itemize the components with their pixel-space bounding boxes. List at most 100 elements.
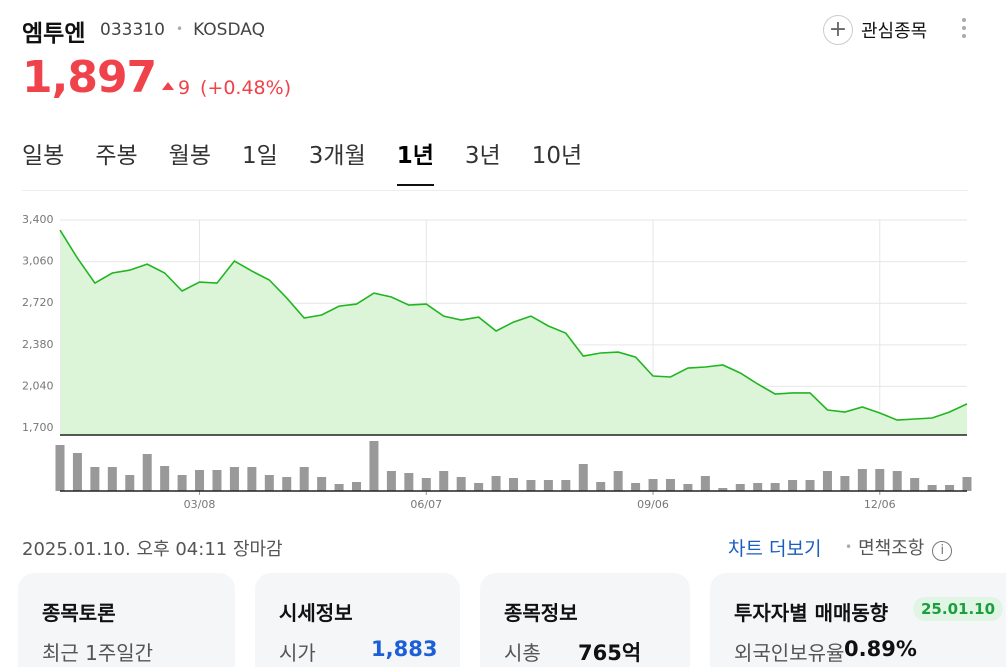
volume-bar bbox=[352, 482, 362, 491]
card-value: 1,883 bbox=[371, 637, 438, 661]
volume-bar bbox=[665, 479, 675, 491]
volume-bar bbox=[334, 484, 344, 491]
stock-name: 엠투엔 bbox=[22, 21, 86, 47]
volume-bar bbox=[788, 480, 798, 491]
change-pct: (+0.48%) bbox=[200, 77, 292, 99]
card-title: 시세정보 bbox=[279, 601, 353, 625]
volume-bar bbox=[491, 476, 501, 491]
volume-bar bbox=[195, 470, 205, 491]
volume-bar bbox=[526, 480, 536, 491]
market: KOSDAQ bbox=[186, 20, 265, 40]
period-tab[interactable]: 월봉 bbox=[168, 143, 211, 169]
volume-bar bbox=[264, 475, 274, 491]
card-label: 시가 bbox=[279, 641, 316, 665]
x-tick-label: 09/06 bbox=[637, 498, 669, 511]
volume-bar bbox=[90, 467, 100, 491]
volume-bar bbox=[892, 471, 902, 491]
volume-bar bbox=[229, 467, 239, 491]
volume-bar bbox=[212, 470, 222, 491]
volume-bar bbox=[299, 467, 309, 491]
volume-bar bbox=[805, 480, 815, 491]
volume-bar bbox=[613, 471, 623, 491]
x-tick-label: 03/08 bbox=[184, 498, 216, 511]
volume-bar bbox=[404, 473, 414, 491]
card-label: 최근 1주일간 bbox=[42, 641, 154, 665]
volume-bar bbox=[160, 466, 170, 491]
card-value: 765억 bbox=[578, 641, 642, 665]
volume-bar bbox=[648, 479, 658, 491]
volume-bar bbox=[107, 467, 117, 491]
x-tick-label: 12/06 bbox=[864, 498, 896, 511]
disclaimer-link[interactable]: 면책조항 bbox=[845, 534, 952, 561]
card-badge: 25.01.10 bbox=[913, 597, 1004, 621]
stock-code: 033310 bbox=[100, 20, 165, 40]
volume-bar bbox=[927, 485, 937, 491]
divider bbox=[22, 190, 968, 191]
info-card[interactable]: 투자자별 매매동향 25.01.10 외국인보유율 0.89% bbox=[710, 573, 1006, 667]
menu-button[interactable] bbox=[962, 18, 968, 42]
y-tick-label: 3,400 bbox=[22, 213, 54, 226]
card-value: 0.89% bbox=[844, 637, 917, 661]
change: 9 bbox=[162, 77, 190, 99]
volume-bar bbox=[474, 483, 484, 491]
volume-bar bbox=[753, 483, 763, 491]
y-tick-label: 2,720 bbox=[22, 296, 54, 309]
card-title: 투자자별 매매동향 bbox=[734, 601, 889, 625]
volume-bar bbox=[770, 483, 780, 491]
watch-button[interactable]: + 관심종목 bbox=[823, 15, 927, 45]
volume-bar bbox=[857, 469, 867, 491]
card-title: 종목토론 bbox=[42, 601, 116, 625]
volume-bar bbox=[317, 477, 327, 491]
y-tick-label: 3,060 bbox=[22, 255, 54, 268]
price-line bbox=[59, 229, 968, 421]
volume-bar bbox=[509, 478, 518, 491]
volume-bar bbox=[439, 471, 449, 491]
card-label: 시총 bbox=[504, 641, 541, 665]
volume-bar bbox=[386, 471, 396, 491]
volume-bar bbox=[142, 454, 152, 491]
y-tick-label: 1,700 bbox=[22, 421, 54, 434]
card-label: 외국인보유율 bbox=[734, 641, 845, 665]
volume-bar bbox=[822, 471, 832, 491]
period-tab[interactable]: 일봉 bbox=[22, 143, 65, 169]
period-tab[interactable]: 1일 bbox=[241, 143, 278, 169]
watch-label: 관심종목 bbox=[861, 21, 928, 42]
chart: 1,700 2,040 2,380 2,720 3,060 3,400 03/08 06/07… bbox=[22, 213, 972, 511]
volume-bar bbox=[282, 477, 292, 491]
volume-bar bbox=[683, 484, 693, 491]
card-title: 종목정보 bbox=[504, 601, 578, 625]
price: 1,897 bbox=[22, 52, 157, 103]
volume-bar bbox=[578, 464, 588, 491]
timestamp: 2025.01.10. 오후 04:11 장마감 bbox=[22, 539, 283, 560]
plus-icon: + bbox=[823, 15, 853, 45]
volume-bar bbox=[700, 476, 710, 491]
period-tab[interactable]: 1년 bbox=[396, 136, 435, 186]
volume-bar bbox=[543, 480, 553, 491]
period-tab[interactable]: 10년 bbox=[531, 143, 583, 169]
volume-bar bbox=[875, 469, 885, 491]
volume-bar bbox=[456, 477, 466, 491]
volume-bar bbox=[55, 445, 65, 491]
period-tab[interactable]: 3년 bbox=[464, 143, 501, 169]
volume-bar bbox=[718, 488, 728, 491]
volume-bar bbox=[561, 480, 571, 491]
volume-bar bbox=[247, 467, 257, 491]
volume-bar bbox=[945, 485, 955, 491]
volume-bar bbox=[369, 441, 379, 491]
y-tick-label: 2,380 bbox=[22, 338, 54, 351]
volume-bar bbox=[840, 476, 850, 491]
volume-bar bbox=[910, 478, 920, 491]
volume-bar bbox=[631, 483, 641, 491]
volume-bar bbox=[421, 478, 431, 491]
more-chart-link[interactable]: 차트 더보기 bbox=[728, 538, 822, 560]
volume-bar bbox=[72, 453, 82, 491]
volume-bar bbox=[177, 475, 187, 491]
period-tab[interactable]: 주봉 bbox=[95, 143, 138, 169]
area bbox=[60, 230, 967, 435]
period-tab[interactable]: 3개월 bbox=[308, 143, 366, 169]
